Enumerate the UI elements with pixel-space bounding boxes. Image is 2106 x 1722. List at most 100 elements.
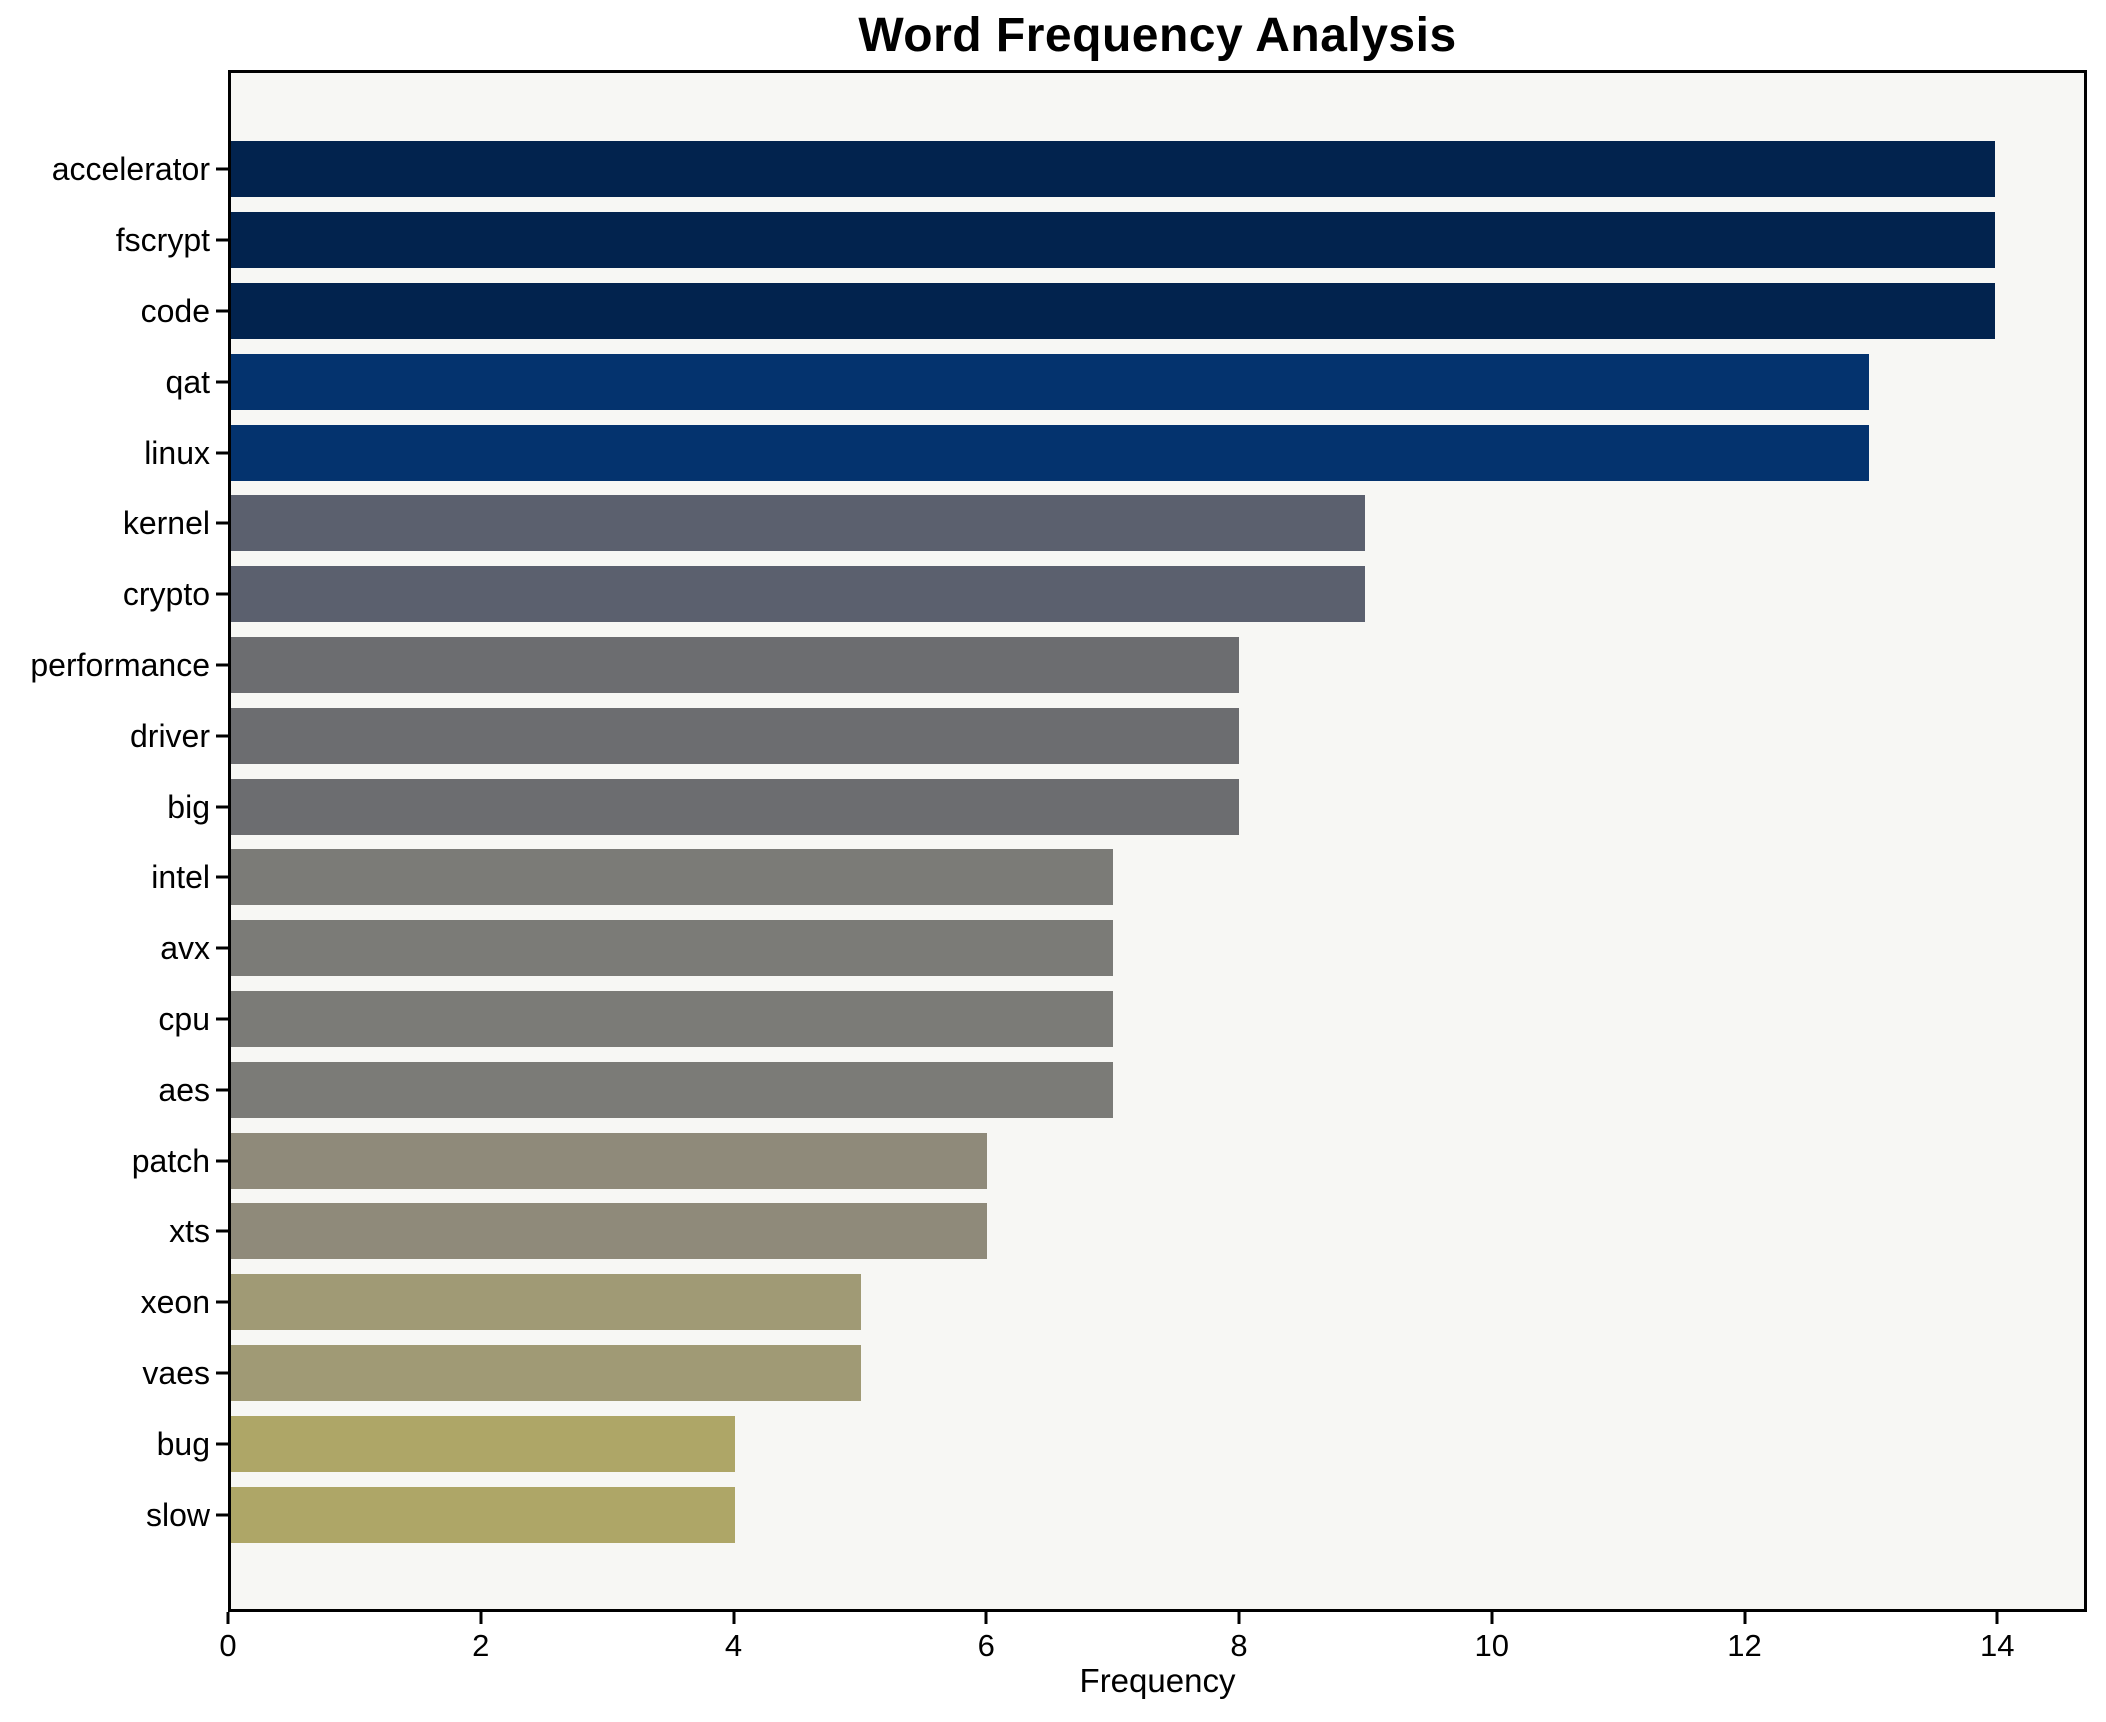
bar-row: aes bbox=[158, 1054, 2084, 1125]
bar bbox=[231, 1274, 861, 1331]
x-tick-label: 8 bbox=[1230, 1628, 1248, 1663]
bar bbox=[231, 849, 1113, 906]
y-tick-label: qat bbox=[165, 363, 210, 400]
bar-row: kernel bbox=[123, 488, 2084, 559]
bar bbox=[231, 1132, 987, 1189]
x-tick-label: 10 bbox=[1474, 1628, 1510, 1663]
bar bbox=[231, 566, 1365, 623]
y-tick bbox=[216, 380, 228, 384]
y-tick bbox=[216, 167, 228, 171]
y-tick bbox=[216, 734, 228, 738]
bar bbox=[231, 1486, 735, 1543]
bar-row: intel bbox=[151, 842, 2084, 913]
y-tick bbox=[216, 592, 228, 596]
x-tick-label: 4 bbox=[724, 1628, 743, 1663]
x-tick bbox=[226, 1612, 230, 1624]
y-tick bbox=[216, 663, 228, 667]
x-tick bbox=[1995, 1612, 1999, 1624]
y-tick bbox=[216, 1159, 228, 1163]
x-axis-label: Frequency bbox=[1079, 1662, 1236, 1699]
bar bbox=[231, 990, 1113, 1047]
y-tick bbox=[216, 1088, 228, 1092]
bar bbox=[231, 1344, 861, 1401]
x-tick-label: 2 bbox=[472, 1628, 490, 1663]
bar-row: code bbox=[141, 276, 2084, 347]
y-tick bbox=[216, 1442, 228, 1446]
x-tick bbox=[1490, 1612, 1494, 1624]
y-tick bbox=[216, 238, 228, 242]
bar-row: slow bbox=[146, 1479, 2084, 1550]
bar-row: linux bbox=[144, 417, 2084, 488]
y-tick-label: vaes bbox=[142, 1354, 210, 1391]
y-tick-label: intel bbox=[151, 859, 210, 896]
x-tick bbox=[479, 1612, 483, 1624]
y-tick bbox=[216, 521, 228, 525]
y-tick bbox=[216, 1300, 228, 1304]
bar bbox=[231, 707, 1239, 764]
x-tick bbox=[1743, 1612, 1747, 1624]
chart-title: Word Frequency Analysis bbox=[858, 9, 1457, 62]
y-tick bbox=[216, 1229, 228, 1233]
y-tick-label: performance bbox=[30, 646, 210, 683]
y-tick bbox=[216, 451, 228, 455]
y-tick bbox=[216, 1371, 228, 1375]
bar bbox=[231, 1203, 987, 1260]
bar bbox=[231, 1415, 735, 1472]
y-tick-label: xeon bbox=[140, 1284, 210, 1321]
bar-row: accelerator bbox=[52, 134, 2084, 205]
y-tick-label: big bbox=[167, 788, 210, 825]
bar bbox=[231, 920, 1113, 977]
bar-row: fscrypt bbox=[116, 205, 2084, 276]
y-tick bbox=[216, 946, 228, 950]
bar-row: performance bbox=[30, 630, 2084, 701]
bar bbox=[231, 212, 1995, 269]
bar-row: avx bbox=[160, 913, 2084, 984]
plot-area: accelerator fscrypt code qat linux kernel cryp… bbox=[30, 70, 2087, 1612]
x-tick-label: 14 bbox=[1980, 1628, 2015, 1663]
bar-row: cpu bbox=[158, 984, 2084, 1055]
bar bbox=[231, 424, 1869, 481]
y-tick bbox=[216, 875, 228, 879]
bar-row: xeon bbox=[141, 1267, 2084, 1338]
bar-row: patch bbox=[132, 1125, 2084, 1196]
x-tick-label: 12 bbox=[1727, 1628, 1762, 1663]
bar bbox=[231, 282, 1995, 339]
bar bbox=[231, 1061, 1113, 1118]
y-tick-label: code bbox=[140, 292, 210, 329]
bar-row: qat bbox=[166, 346, 2084, 417]
y-tick-label: kernel bbox=[122, 505, 210, 542]
x-tick bbox=[1237, 1612, 1241, 1624]
bar-row: crypto bbox=[123, 559, 2084, 630]
bar bbox=[231, 778, 1239, 835]
y-tick-label: avx bbox=[160, 930, 210, 967]
bar bbox=[231, 141, 1995, 198]
bar bbox=[231, 353, 1869, 410]
y-tick bbox=[216, 805, 228, 809]
y-tick-label: accelerator bbox=[51, 151, 210, 188]
y-tick-label: xts bbox=[169, 1213, 210, 1250]
x-tick-label: 0 bbox=[219, 1628, 237, 1663]
x-tick-label: 6 bbox=[977, 1628, 995, 1663]
x-tick bbox=[984, 1612, 988, 1624]
y-tick-label: slow bbox=[145, 1496, 210, 1533]
y-tick-label: driver bbox=[129, 717, 210, 754]
bar-row: bug bbox=[157, 1408, 2084, 1479]
y-tick-label: crypto bbox=[122, 576, 210, 613]
bar bbox=[231, 495, 1365, 552]
y-tick-label: bug bbox=[156, 1425, 210, 1462]
y-tick bbox=[216, 1513, 228, 1517]
bar-row: driver bbox=[130, 700, 2084, 771]
y-tick-label: fscrypt bbox=[115, 222, 210, 259]
y-tick-label: patch bbox=[131, 1142, 210, 1179]
bar-row: vaes bbox=[142, 1338, 2084, 1409]
x-tick bbox=[732, 1612, 735, 1624]
y-tick-label: cpu bbox=[158, 1000, 210, 1037]
y-tick bbox=[216, 1017, 228, 1021]
y-tick-label: aes bbox=[158, 1071, 210, 1108]
bar-row: xts bbox=[169, 1196, 2084, 1267]
y-tick bbox=[216, 309, 228, 313]
bar-row: big bbox=[167, 771, 2084, 842]
bar bbox=[231, 636, 1239, 693]
y-tick-label: linux bbox=[144, 434, 210, 471]
